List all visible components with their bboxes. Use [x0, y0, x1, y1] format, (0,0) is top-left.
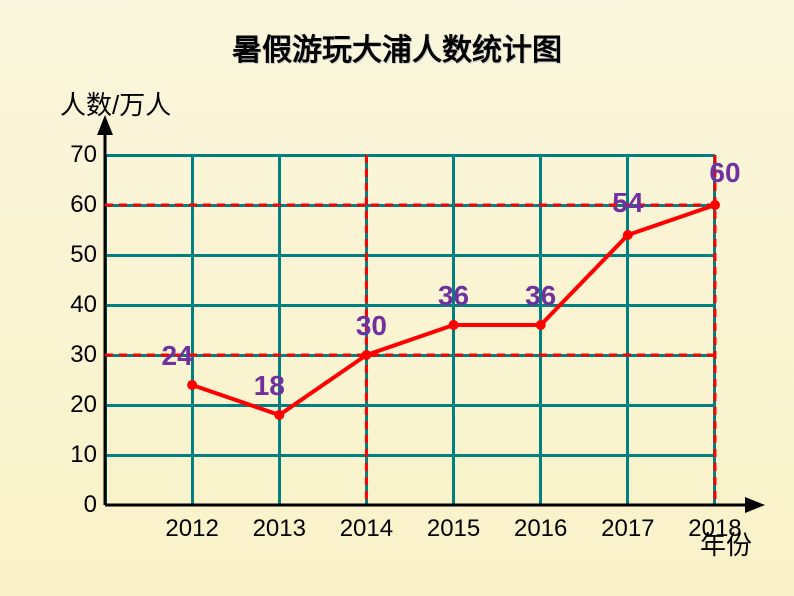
grid-line-vertical	[278, 155, 281, 505]
grid-line-horizontal	[105, 154, 715, 157]
data-point-label: 36	[525, 280, 556, 312]
y-axis-label: 人数/万人	[60, 85, 171, 122]
grid-line-horizontal	[105, 354, 715, 357]
grid-line-horizontal	[105, 304, 715, 307]
x-tick-label: 2018	[680, 515, 750, 543]
grid-line-horizontal	[105, 404, 715, 407]
x-tick-label: 2015	[419, 515, 489, 543]
data-point-label: 30	[356, 310, 387, 342]
grid-line-horizontal	[105, 454, 715, 457]
data-point-label: 60	[709, 157, 740, 189]
chart-title: 暑假游玩大浦人数统计图	[232, 25, 562, 69]
y-tick-label: 40	[57, 291, 97, 319]
y-tick-label: 30	[57, 341, 97, 369]
grid-line-vertical	[191, 155, 194, 505]
y-tick-label: 10	[57, 441, 97, 469]
y-tick-label: 0	[57, 491, 97, 519]
data-point-label: 18	[254, 370, 285, 402]
x-tick-label: 2017	[593, 515, 663, 543]
y-tick-label: 70	[57, 141, 97, 169]
data-point-label: 54	[612, 187, 643, 219]
data-point-label: 24	[162, 340, 193, 372]
grid-line-vertical	[452, 155, 455, 505]
y-tick-label: 50	[57, 241, 97, 269]
y-tick-label: 60	[57, 191, 97, 219]
grid-line-vertical	[104, 155, 107, 505]
data-point-label: 36	[438, 280, 469, 312]
grid-line-horizontal	[105, 254, 715, 257]
x-tick-label: 2012	[157, 515, 227, 543]
x-tick-label: 2014	[331, 515, 401, 543]
x-tick-label: 2013	[244, 515, 314, 543]
grid-line-vertical	[539, 155, 542, 505]
x-tick-label: 2016	[506, 515, 576, 543]
grid-line-vertical	[713, 155, 716, 505]
y-tick-label: 20	[57, 391, 97, 419]
